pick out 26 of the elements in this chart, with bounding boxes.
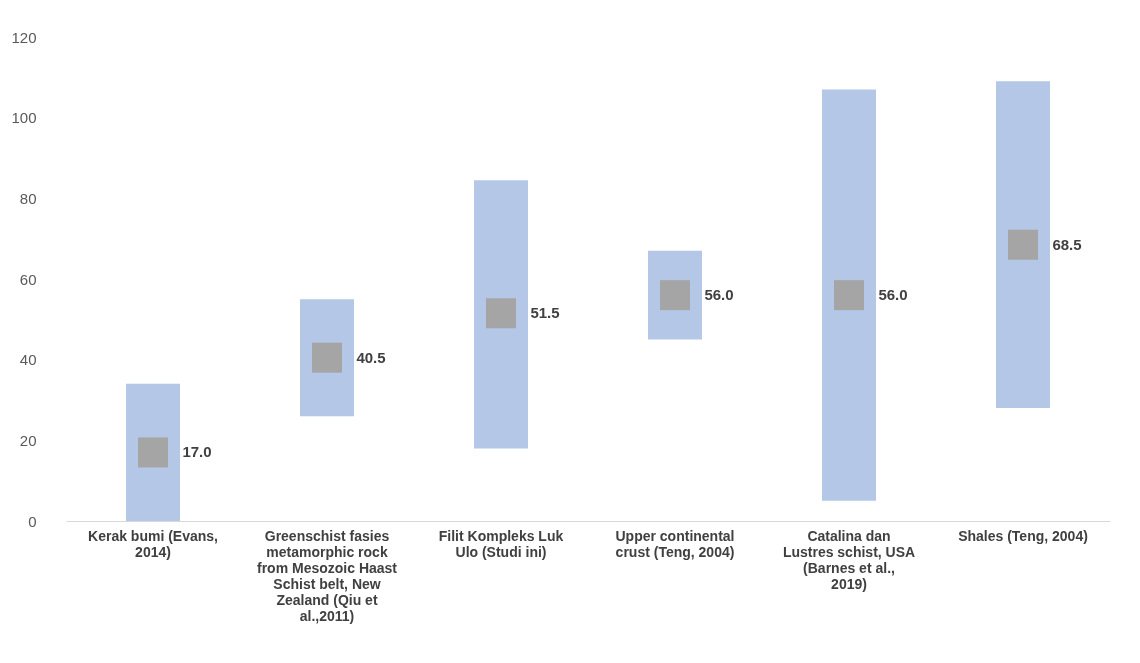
y-tick-label: 100 (11, 109, 37, 127)
bar (822, 89, 876, 501)
x-tick-label: Filit Kompleks Luk Ulo (Studi ini) (438, 527, 564, 560)
y-tick-label: 60 (19, 270, 37, 288)
data-label: 51.5 (530, 304, 560, 322)
y-tick-label: 120 (11, 28, 37, 46)
y-tick-label: 0 (28, 512, 37, 530)
bar (474, 180, 528, 449)
x-tick-label: Kerak bumi (Evans, 2014) (88, 527, 218, 560)
bar (996, 81, 1050, 409)
x-tick-label: Greenschist fasies metamorphic rock from Mesozoic Haast Schist belt, New Zealand (Qiu et al.,2011) (256, 527, 398, 624)
data-label: 56.0 (704, 286, 734, 304)
data-label: 68.5 (1052, 235, 1082, 253)
x-tick-label: Catalina dan Lustres schist, USA (Barnes et al., 2019) (782, 527, 916, 592)
point (138, 437, 168, 468)
x-tick-label: Shales (Teng, 2004) (958, 527, 1088, 544)
x-tick-label: Upper continental crust (Teng, 2004) (615, 527, 735, 560)
y-tick-label: 80 (19, 189, 37, 207)
point (1008, 229, 1038, 260)
y-tick-label: 20 (19, 431, 37, 449)
data-label: 17.0 (182, 443, 212, 461)
y-tick-label: 40 (19, 351, 37, 369)
data-label: 56.0 (878, 286, 908, 304)
point (486, 298, 516, 329)
data-label: 40.5 (356, 348, 386, 366)
point (834, 280, 864, 311)
